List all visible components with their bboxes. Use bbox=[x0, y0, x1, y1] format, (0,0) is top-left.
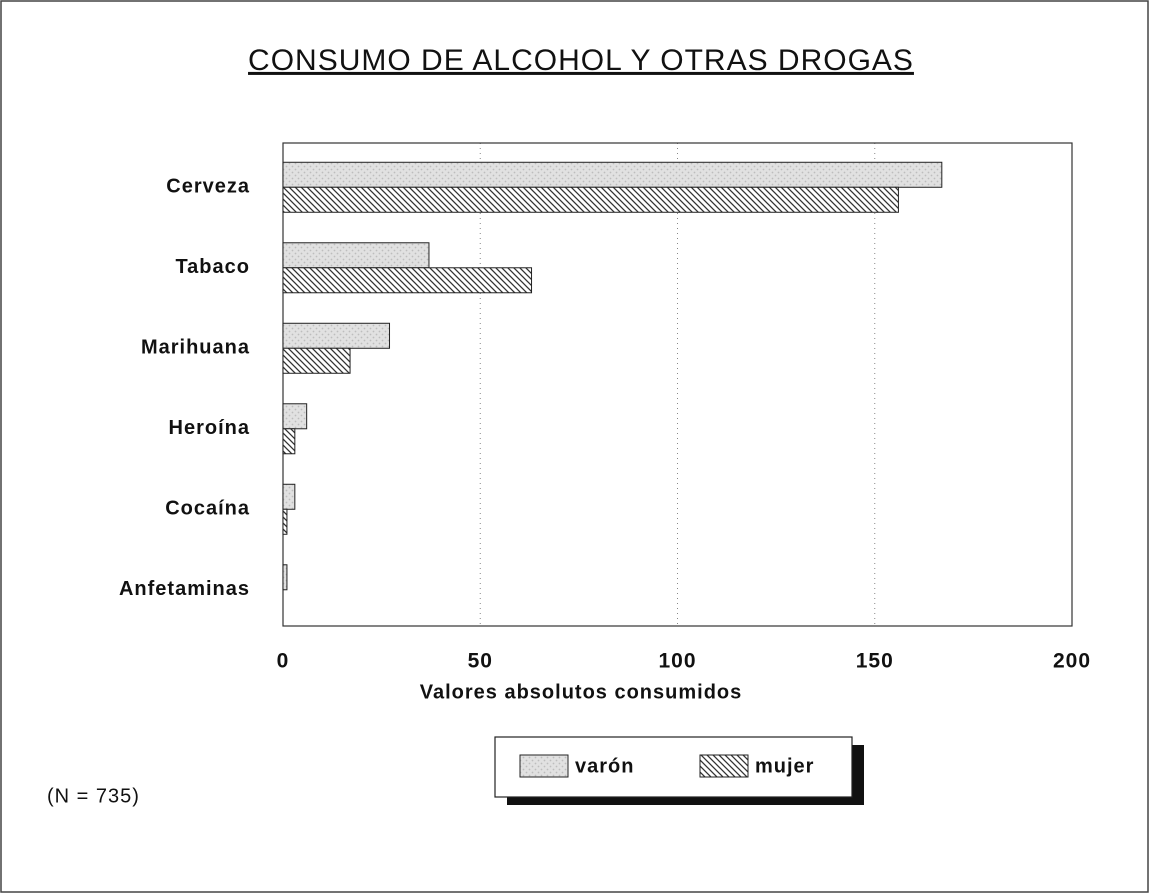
y-tick-label: Cerveza bbox=[166, 176, 250, 198]
y-tick-label: Heroína bbox=[169, 417, 250, 439]
y-tick-label: Cocaína bbox=[165, 498, 250, 520]
legend-label: varón bbox=[575, 755, 634, 777]
bar bbox=[282, 186, 899, 213]
chart-title: CONSUMO DE ALCOHOL Y OTRAS DROGAS bbox=[248, 44, 914, 77]
bar bbox=[282, 483, 296, 510]
legend-swatch bbox=[519, 754, 569, 778]
bar bbox=[282, 428, 296, 455]
bar bbox=[282, 267, 533, 294]
y-tick-label: Marihuana bbox=[141, 337, 250, 359]
x-tick-label: 150 bbox=[856, 650, 894, 673]
bar bbox=[282, 403, 308, 430]
legend-label: mujer bbox=[755, 755, 814, 777]
legend-swatch bbox=[699, 754, 749, 778]
bar bbox=[282, 242, 430, 269]
x-axis-label: Valores absolutos consumidos bbox=[420, 681, 743, 703]
x-tick-label: 100 bbox=[658, 650, 696, 673]
x-tick-label: 50 bbox=[468, 650, 493, 673]
x-tick-label: 0 bbox=[277, 650, 290, 673]
bar bbox=[282, 161, 943, 188]
bar bbox=[282, 347, 351, 374]
bar bbox=[282, 322, 391, 349]
y-tick-label: Tabaco bbox=[175, 256, 250, 278]
bar bbox=[282, 508, 288, 535]
y-tick-label: Anfetaminas bbox=[119, 578, 250, 600]
plot-frame bbox=[282, 142, 1073, 627]
bar bbox=[282, 564, 288, 591]
note: (N = 735) bbox=[47, 785, 140, 807]
x-tick-label: 200 bbox=[1053, 650, 1091, 673]
